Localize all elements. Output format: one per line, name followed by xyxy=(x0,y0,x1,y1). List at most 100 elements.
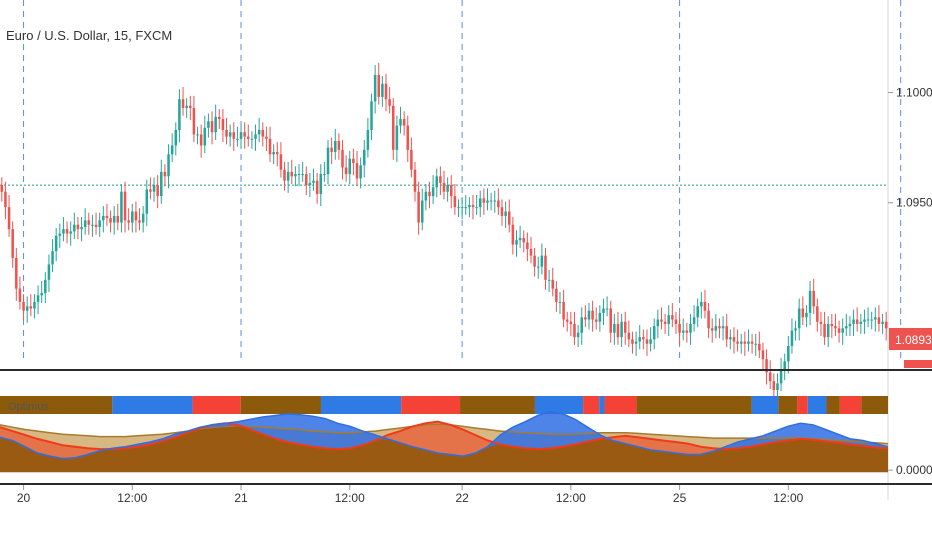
candle-body xyxy=(228,132,232,137)
candle-body xyxy=(123,191,127,221)
candle-body xyxy=(457,207,460,209)
candle-body xyxy=(703,301,707,311)
candle-body xyxy=(268,138,272,155)
candle-body xyxy=(167,154,170,177)
optimus-blue-line xyxy=(0,410,889,460)
candle-body xyxy=(399,118,402,126)
candle-body xyxy=(370,101,373,131)
candle-body xyxy=(562,301,565,320)
time-axis[interactable]: 20 12:00 21 12:00 22 12:00 25 12:00 xyxy=(17,485,804,505)
band-segment xyxy=(320,396,402,414)
candle-body xyxy=(729,337,732,340)
candle-body xyxy=(265,136,268,139)
band-segment xyxy=(751,396,779,414)
candle-body xyxy=(718,326,721,329)
candle-body xyxy=(855,319,859,324)
candle-body xyxy=(33,301,36,309)
candle-body xyxy=(377,74,381,97)
candle-body xyxy=(623,321,627,333)
time-tick-label: 22 xyxy=(455,491,469,505)
candle-body xyxy=(319,174,323,194)
time-tick-label: 12:00 xyxy=(117,491,147,505)
candle-body xyxy=(192,107,196,135)
candle-body xyxy=(305,174,308,186)
candle-body xyxy=(417,191,420,223)
candle-body xyxy=(475,207,478,209)
candle-body xyxy=(613,323,616,333)
band-segment xyxy=(192,396,241,414)
candle-body xyxy=(131,211,134,223)
candle-body xyxy=(598,312,602,322)
candle-body xyxy=(283,169,286,181)
band-segment xyxy=(826,396,840,414)
candle-body xyxy=(689,323,692,333)
candle-body xyxy=(446,185,449,192)
candle-body xyxy=(671,315,674,320)
candle-body xyxy=(881,321,884,324)
candle-body xyxy=(22,301,25,311)
candle-body xyxy=(660,319,663,322)
candle-body xyxy=(315,180,319,194)
candle-body xyxy=(359,165,362,179)
candle-body xyxy=(674,319,678,324)
candle-body xyxy=(555,288,558,302)
last-price-tag-bg xyxy=(889,328,932,350)
candle-body xyxy=(750,341,754,344)
candle-body xyxy=(185,105,188,108)
candle-body xyxy=(11,229,14,258)
price-tick-label: 1.10000 xyxy=(896,86,932,100)
candle-body xyxy=(471,204,475,208)
chart-title: Euro / U.S. Dollar, 15, FXCM xyxy=(6,28,172,43)
candle-body xyxy=(500,207,504,216)
candle-body xyxy=(80,226,83,230)
candle-body xyxy=(696,306,699,318)
candle-body xyxy=(449,185,453,197)
candle-body xyxy=(801,308,805,318)
candle-body xyxy=(406,125,410,150)
candle-body xyxy=(272,152,275,155)
candle-body xyxy=(174,130,178,146)
candle-body xyxy=(805,312,808,318)
indicator-value-tag xyxy=(904,360,932,368)
candle-body xyxy=(826,323,830,338)
candle-body xyxy=(279,154,283,170)
candle-body xyxy=(160,171,163,197)
candle-body xyxy=(819,321,823,324)
candle-body xyxy=(134,211,138,221)
candle-body xyxy=(460,207,464,209)
candle-body xyxy=(453,196,457,208)
candle-body xyxy=(584,317,587,320)
candle-body xyxy=(529,249,533,256)
candle-body xyxy=(189,105,192,108)
candle-body xyxy=(627,332,631,340)
candle-body xyxy=(58,233,62,236)
candle-body xyxy=(330,147,333,153)
candle-body xyxy=(214,116,217,133)
candle-body xyxy=(714,326,718,331)
candle-body xyxy=(841,328,844,333)
candle-body xyxy=(145,189,149,214)
candle-body xyxy=(558,301,562,303)
time-tick-label: 25 xyxy=(673,491,687,505)
candle-body xyxy=(352,158,355,164)
candle-body xyxy=(196,134,199,136)
candle-body xyxy=(874,317,877,320)
candle-body xyxy=(308,182,312,186)
candle-body xyxy=(236,138,239,140)
candle-body xyxy=(15,257,18,289)
candle-body xyxy=(602,308,605,313)
band-segment xyxy=(240,396,321,414)
candle-body xyxy=(700,301,703,307)
candle-body xyxy=(656,319,660,327)
candle-body xyxy=(739,341,743,344)
candle-body xyxy=(761,350,765,360)
candle-body xyxy=(65,229,69,234)
candle-body xyxy=(109,218,112,223)
candle-body xyxy=(348,158,352,175)
candle-body xyxy=(685,330,689,333)
candle-body xyxy=(312,180,315,183)
candle-body xyxy=(290,171,294,177)
